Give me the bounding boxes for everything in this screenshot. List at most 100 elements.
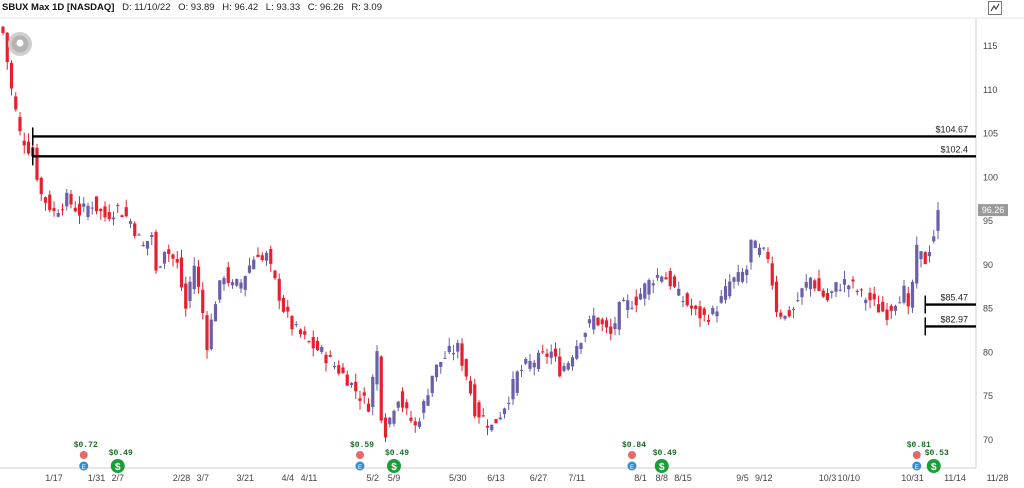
candle-body [324,354,328,364]
candle-body [621,299,626,302]
candle-body [116,205,120,207]
candle-body [617,301,621,330]
y-tick-label: 70 [983,435,993,445]
candle-body [341,367,345,374]
y-tick-label: 110 [983,85,997,95]
candle-body [460,343,464,366]
candle-body [90,207,94,209]
candle-body [14,96,18,110]
candle-body [660,276,664,282]
x-tick-label: 6/13 [487,473,505,483]
dividend-paid-label: $0.49 [385,449,409,458]
candle-body [158,266,162,268]
candle-body [613,323,617,330]
candle-body [562,366,566,371]
x-tick-label: 6/27 [530,473,548,483]
candle-body [558,356,562,377]
candle-body [532,362,536,368]
candle-body [638,293,643,300]
candle-body [35,147,39,180]
candle-body [481,415,485,417]
candle-body [230,282,235,286]
y-tick-label: 75 [983,391,993,401]
candle-body [434,364,439,378]
dividend-paid-icon [110,459,125,473]
candle-body [770,263,774,286]
price-level-label: $102.4 [940,144,968,154]
candle-body [22,140,26,146]
candle-body [681,301,685,303]
candle-body [643,283,647,299]
candle-body [56,213,60,217]
candle-body [859,289,864,291]
candle-body [5,32,9,63]
candle-body [800,288,804,298]
candle-body [825,293,830,301]
y-tick-label: 105 [983,129,998,139]
y-tick-label: 115 [983,41,997,51]
candle-body [507,402,511,404]
candle-body [626,300,630,310]
x-tick-label: 8/15 [674,473,692,483]
candle-body [494,419,498,424]
candle-body [141,245,145,247]
candle-body [779,312,783,317]
candle-body [677,288,681,296]
candle-body [549,351,553,358]
candle-body [18,117,22,132]
candle-body [294,324,298,326]
candle-body [817,278,821,291]
candle-body [902,285,906,303]
earnings-icon-glyph: E [630,465,634,471]
x-tick-label: 3/7 [196,473,209,483]
earnings-icon-glyph: E [358,465,362,471]
chart-settings-icon[interactable] [988,1,1002,15]
candle-body [728,281,732,297]
candle-body [936,210,940,231]
candle-body [426,395,430,406]
candle-body [26,141,31,154]
dividend-icon [628,451,636,459]
candle-body [604,320,609,328]
candle-body [791,309,796,311]
candle-body [94,196,99,212]
x-tick-label: 8/1 [634,473,647,483]
x-tick-label: 10/3 [819,473,837,483]
candle-body [766,252,770,260]
candle-body [630,307,634,309]
high-label: H: 96.42 [222,2,259,13]
candle-body [753,240,757,249]
open-label: O: 93.89 [178,2,215,13]
candle-body [600,319,604,325]
candle-body [354,381,358,392]
candle-body [732,277,736,282]
candle-body [226,267,230,283]
x-tick-label: 1/17 [45,473,63,483]
low-label: L: 93.33 [265,2,301,13]
dividend-paid-label: $0.49 [653,449,677,458]
candle-body [209,319,213,350]
candle-body [553,348,558,357]
candle-body [885,309,889,320]
chart-header: SBUX Max 1D [NASDAQ] D: 11/10/22 O: 93.8… [2,2,387,16]
candle-body [889,305,893,311]
candle-body [345,374,349,386]
candle-body [685,293,689,306]
candle-body [932,236,936,242]
candle-body [247,265,252,273]
candle-body [719,296,723,303]
candle-body [281,297,286,312]
candle-body [698,306,702,319]
candle-body [417,421,422,427]
candle-body [405,402,409,409]
candle-body [881,301,885,312]
candle-body [927,251,932,257]
y-tick-label: 100 [983,172,998,182]
company-logo [8,32,32,56]
candle-body [107,212,111,220]
candle-body [566,363,570,370]
candle-body [664,277,668,280]
candle-body [834,282,838,292]
candle-body [243,276,247,290]
candle-body [796,300,800,302]
